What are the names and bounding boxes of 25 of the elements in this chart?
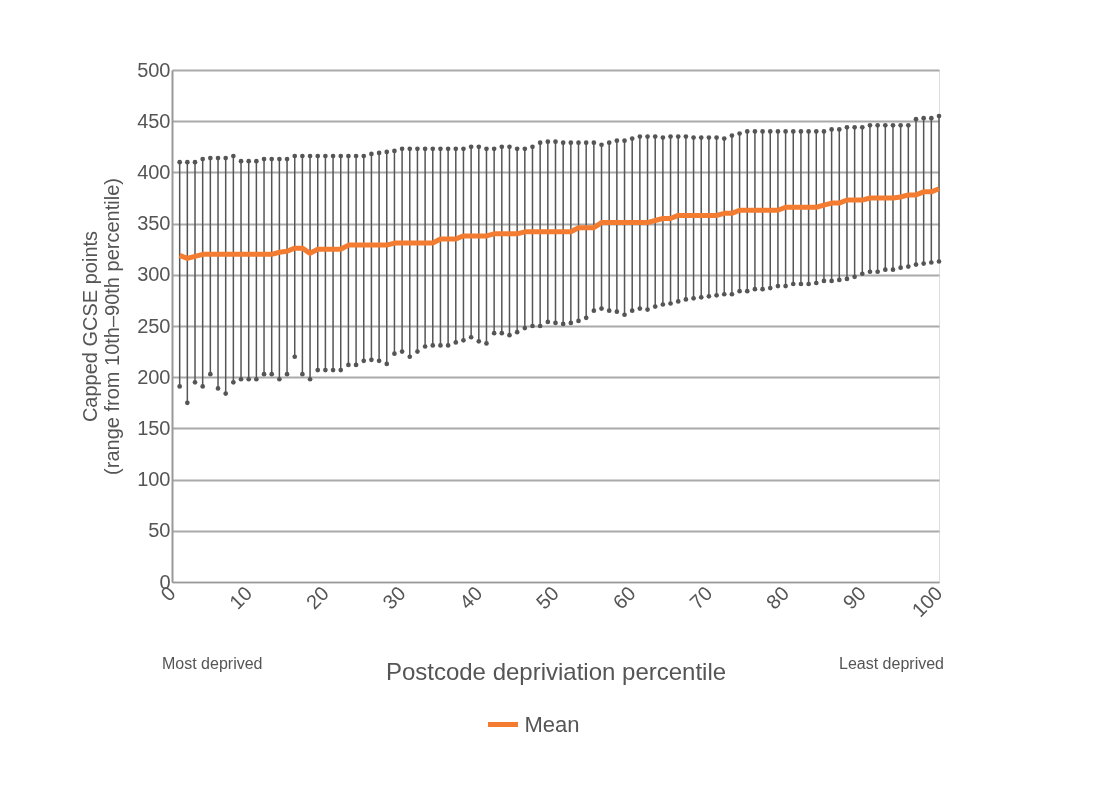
y-tick-label: 100	[137, 468, 171, 491]
x-tick-label: 80	[761, 582, 794, 614]
y-tick-label: 450	[137, 109, 171, 132]
text: Most deprived	[162, 655, 263, 672]
y-tick-label: 150	[137, 416, 171, 439]
x-tick-label: 60	[608, 582, 640, 614]
y-tick-label: 300	[137, 263, 171, 286]
y-tick-label: 350	[137, 212, 171, 235]
y-axis-title: Capped GCSE points (range from 10th–90th percentile)	[79, 178, 124, 475]
x-tick-label: 90	[838, 582, 870, 614]
y-tick-label: 200	[137, 365, 171, 388]
y-tick-label: 50	[148, 519, 171, 542]
text: Least deprived	[839, 655, 944, 672]
legend-label: Mean	[524, 711, 580, 737]
x-tick-label: 10	[224, 582, 257, 614]
x-axis-title: Postcode depriviation percentile	[385, 658, 727, 686]
y-tick-label: 250	[137, 314, 171, 337]
x-tick-label: 20	[301, 582, 333, 614]
x-tick-label: 30	[378, 582, 410, 614]
x-tick-label: 100	[907, 582, 947, 622]
y-tick-label: 500	[137, 58, 171, 81]
x-tick-label: 70	[685, 582, 717, 614]
x-tick-label: 40	[455, 582, 487, 614]
y-tick-label: 400	[137, 160, 171, 183]
x-tick-label: 50	[531, 582, 564, 614]
